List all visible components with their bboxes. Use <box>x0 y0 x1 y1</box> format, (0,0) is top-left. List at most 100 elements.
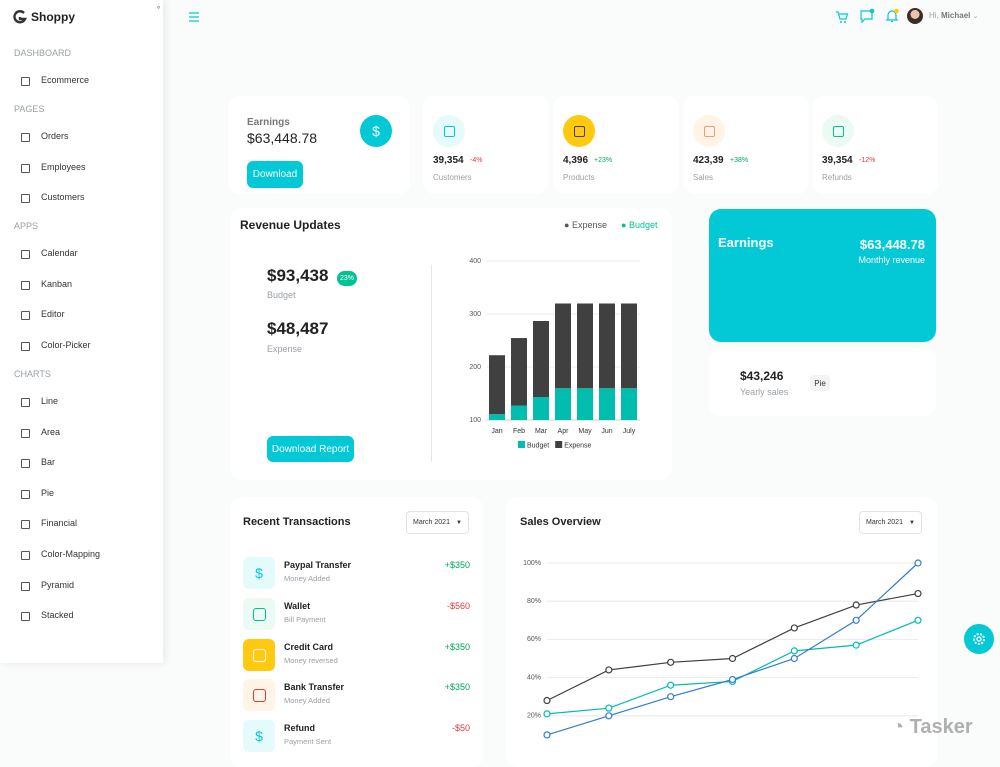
transaction-title: Wallet <box>284 600 311 611</box>
transaction-desc: Bill Payment <box>284 614 326 624</box>
stat-value: 39,354 <box>822 155 853 166</box>
stat-change: -12% <box>859 157 876 164</box>
transaction-row[interactable]: $ Paypal Transfer Money Added +$350 <box>230 557 483 589</box>
user-avatar[interactable] <box>907 8 923 24</box>
nav-icon <box>21 311 30 321</box>
revenue-card: Revenue Updates ● Expense ● Budget $93,4… <box>230 208 672 480</box>
nav-item[interactable]: Customers <box>0 188 163 208</box>
nav-item[interactable]: Pie <box>0 484 163 504</box>
transaction-desc: Money Added <box>284 574 330 583</box>
nav-item[interactable]: Editor <box>0 305 163 325</box>
earnings-card: Earnings $63,448.78 $ Download <box>228 96 410 194</box>
nav-icon <box>21 551 30 560</box>
menu-button[interactable] <box>187 11 201 23</box>
settings-button[interactable] <box>964 624 994 654</box>
transaction-desc: Money reversed <box>284 655 338 665</box>
transaction-row[interactable]: Credit Card Money reversed +$350 <box>230 638 483 671</box>
nav-item[interactable]: Area <box>0 423 163 443</box>
stat-card: 4,396 +23% Products <box>553 96 679 194</box>
stat-value: 39,354 <box>433 155 464 166</box>
stat-change: +23% <box>594 157 613 164</box>
stat-change: -4% <box>470 157 483 164</box>
gear-icon <box>973 633 985 645</box>
transactions-card: Recent Transactions March 2021 ▼ $ Paypal … <box>230 497 483 767</box>
panel-caption: Monthly revenue <box>858 255 925 265</box>
nav-label: Color-Mapping <box>41 549 101 559</box>
expense-amount: $48,487 <box>267 319 329 338</box>
close-sidebar[interactable]: ° <box>157 5 161 14</box>
transaction-icon <box>243 638 275 671</box>
download-report-button[interactable]: Download Report <box>267 436 354 462</box>
nav-item[interactable]: Color-Mapping <box>0 545 163 565</box>
nav-icon <box>21 77 30 86</box>
stat-icon-glyph <box>704 126 715 137</box>
nav-icon <box>21 342 30 351</box>
transaction-amount: -$560 <box>446 600 470 611</box>
nav-icon <box>21 133 30 142</box>
transaction-desc: Money Added <box>284 696 330 706</box>
section-title: CHARTS <box>14 369 51 379</box>
nav-item[interactable]: Orders <box>0 127 163 147</box>
budget-badge: 23% <box>337 271 357 286</box>
transaction-row[interactable]: Bank Transfer Money Added +$350 <box>230 679 483 712</box>
transaction-glyph <box>253 689 266 703</box>
earnings-panel: Earnings $63,448.78 Monthly revenue <box>709 209 936 342</box>
nav-item[interactable]: Pyramid <box>0 576 163 596</box>
transaction-title: Refund <box>284 723 315 734</box>
stat-label: Refunds <box>822 173 852 182</box>
section-title: DASHBOARD <box>14 48 72 58</box>
watermark: ◔ Tasker <box>892 716 973 738</box>
nav-label: Stacked <box>41 610 74 621</box>
brand-logo <box>13 10 27 24</box>
nav-item[interactable]: Bar <box>0 453 163 473</box>
nav-label: Kanban <box>41 278 73 289</box>
nav-icon <box>21 163 30 173</box>
notification-button[interactable] <box>884 8 900 24</box>
dashboard: Shoppy ° DASHBOARD Ecommerce PAGES Orders Em… <box>0 5 994 753</box>
user-name: Michael <box>941 11 971 20</box>
stat-label: Sales <box>693 173 714 182</box>
download-button[interactable]: Download <box>247 161 303 188</box>
yearly-card: $43,246 Yearly sales Pie <box>709 348 936 416</box>
legend-label: Budget <box>628 220 658 230</box>
transaction-row[interactable]: $ Refund Payment Sent -$50 <box>230 720 483 753</box>
chat-button[interactable] <box>859 8 875 24</box>
nav-item[interactable]: Financial <box>0 514 163 534</box>
nav-item[interactable]: Stacked <box>0 606 163 626</box>
legend-expense[interactable]: ● Expense <box>564 220 607 230</box>
transaction-amount: +$350 <box>444 560 470 570</box>
brand-name[interactable]: Shoppy <box>31 10 75 24</box>
nav-icon <box>21 612 30 622</box>
nav-label: Calendar <box>41 248 78 259</box>
sales-card: Sales Overview March 2021 ▼ <box>506 497 937 767</box>
nav-item[interactable]: Calendar <box>0 244 163 264</box>
nav-item[interactable]: Color-Picker <box>0 336 163 356</box>
transaction-title: Bank Transfer <box>284 682 345 693</box>
pie-chip[interactable]: Pie <box>810 375 830 391</box>
nav-item[interactable]: Kanban <box>0 275 163 295</box>
cart-button[interactable] <box>834 9 850 25</box>
stat-card: 423,39 +38% Sales <box>683 96 809 194</box>
nav-item[interactable]: Employees <box>0 158 163 178</box>
stat-icon <box>822 115 854 147</box>
legend-label: Expense <box>571 220 607 230</box>
stat-label: Products <box>563 173 595 182</box>
stat-icon-glyph <box>574 126 585 137</box>
month-dropdown[interactable]: March 2021 ▼ <box>859 511 922 534</box>
nav-item[interactable]: Line <box>0 392 163 412</box>
nav-label: Pie <box>41 487 55 498</box>
transaction-row[interactable]: Wallet Bill Payment -$560 <box>230 597 483 630</box>
earnings-icon: $ <box>360 115 392 147</box>
nav-icon <box>21 194 30 204</box>
nav-label: Pyramid <box>41 579 75 590</box>
transaction-icon <box>243 597 275 630</box>
transaction-amount: -$50 <box>451 723 470 734</box>
nav-label: Employees <box>41 161 86 172</box>
legend-budget[interactable]: ● Budget <box>621 220 658 230</box>
transaction-glyph <box>253 648 266 662</box>
month-dropdown[interactable]: March 2021 ▼ <box>406 511 469 534</box>
panel-amount: $63,448.78 <box>859 237 925 252</box>
nav-item[interactable]: Ecommerce <box>0 71 163 91</box>
user-profile[interactable]: Hi, Michael ⌄ <box>929 11 978 20</box>
nav-label: Editor <box>41 309 65 320</box>
